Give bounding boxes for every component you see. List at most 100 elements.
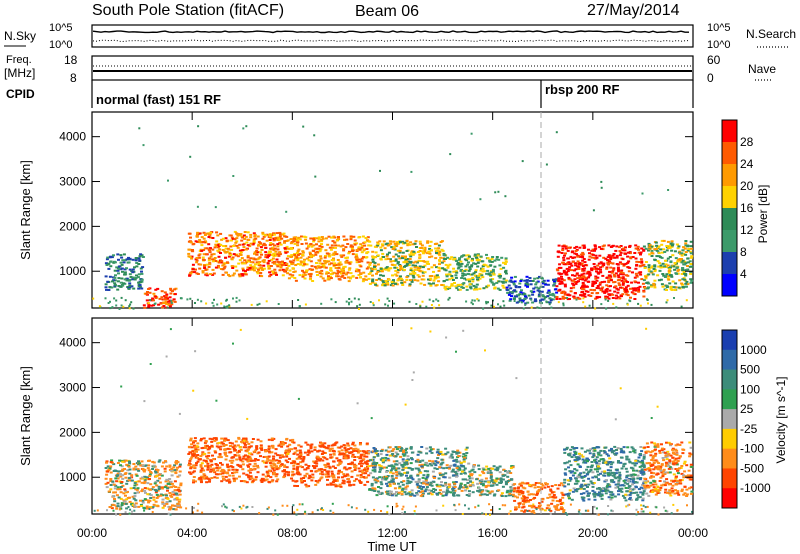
heatmap-cell <box>512 283 516 286</box>
heatmap-cell <box>640 261 644 264</box>
heatmap-cell <box>264 450 268 453</box>
heatmap-cell <box>228 444 232 447</box>
heatmap-cell <box>284 251 288 254</box>
heatmap-cell <box>258 251 262 254</box>
heatmap-cell <box>296 239 300 242</box>
heatmap-cell <box>346 271 350 274</box>
heatmap-cell <box>388 483 392 486</box>
heatmap-cell <box>509 467 513 470</box>
heatmap-cell <box>427 489 431 492</box>
heatmap-cell <box>272 466 276 469</box>
heatmap-cell <box>512 298 516 300</box>
heatmap-cell <box>435 252 438 254</box>
heatmap-cell <box>504 257 508 260</box>
heatmap-cell <box>432 462 436 465</box>
heatmap-cell <box>591 280 595 283</box>
heatmap-cell <box>471 481 475 484</box>
heatmap-cell <box>383 247 387 250</box>
heatmap-cell <box>264 246 268 249</box>
heatmap-cell <box>426 240 430 243</box>
heatmap-cell <box>195 462 198 465</box>
scatter-point <box>388 300 391 302</box>
heatmap-cell <box>161 506 165 509</box>
heatmap-cell <box>130 503 134 506</box>
heatmap-cell <box>421 459 425 462</box>
scatter-point <box>378 299 380 302</box>
heatmap-cell <box>281 261 285 264</box>
heatmap-cell <box>188 451 192 454</box>
heatmap-cell <box>281 274 285 277</box>
heatmap-cell <box>333 479 337 482</box>
heatmap-cell <box>357 269 361 272</box>
heatmap-cell <box>291 470 295 473</box>
heatmap-cell <box>374 448 377 451</box>
heatmap-cell <box>157 460 161 463</box>
heatmap-cell <box>295 256 299 259</box>
heatmap-cell <box>119 254 123 257</box>
heatmap-cell <box>675 243 679 246</box>
heatmap-cell <box>410 468 414 471</box>
heatmap-cell <box>164 298 168 301</box>
heatmap-cell <box>116 269 120 272</box>
scatter-point <box>479 198 482 201</box>
heatmap-cell <box>584 290 588 293</box>
heatmap-cell <box>280 463 284 466</box>
heatmap-cell <box>389 469 393 472</box>
heatmap-cell <box>265 460 269 463</box>
heatmap-cell <box>623 249 627 252</box>
scatter-point <box>200 300 203 303</box>
heatmap-cell <box>432 270 435 273</box>
heatmap-cell <box>509 487 513 490</box>
heatmap-cell <box>116 502 120 505</box>
heatmap-cell <box>387 481 391 484</box>
heatmap-cell <box>602 256 606 259</box>
heatmap-cell <box>306 443 310 446</box>
heatmap-cell <box>309 260 313 263</box>
heatmap-cell <box>373 450 377 453</box>
heatmap-cell <box>358 450 362 453</box>
heatmap-cell <box>104 477 108 480</box>
heatmap-cell <box>229 234 233 237</box>
heatmap-cell <box>396 249 400 252</box>
heatmap-cell <box>321 264 325 267</box>
heatmap-cell <box>403 471 407 474</box>
heatmap-cell <box>506 291 510 294</box>
heatmap-cell <box>591 248 595 251</box>
heatmap-cell <box>562 256 566 259</box>
heatmap-cell <box>326 478 329 481</box>
heatmap-cell <box>249 236 253 239</box>
heatmap-cell <box>522 498 526 501</box>
heatmap-cell <box>381 478 384 481</box>
heatmap-cell <box>245 473 249 476</box>
heatmap-cell <box>485 485 488 487</box>
heatmap-cell <box>304 238 308 241</box>
heatmap-cell <box>172 504 176 507</box>
heatmap-cell <box>158 297 162 300</box>
heatmap-cell <box>531 280 535 282</box>
heatmap-cell <box>260 447 263 450</box>
scatter-point <box>220 302 223 305</box>
heatmap-cell <box>296 263 300 265</box>
heatmap-cell <box>125 482 129 485</box>
heatmap-cell <box>409 260 413 263</box>
heatmap-cell <box>151 297 155 300</box>
heatmap-cell <box>105 461 108 464</box>
heatmap-cell <box>164 484 168 487</box>
heatmap-cell <box>437 491 441 494</box>
heatmap-cell <box>416 453 420 456</box>
heatmap-cell <box>314 465 318 468</box>
heatmap-cell <box>311 476 315 479</box>
heatmap-cell <box>469 473 473 476</box>
heatmap-cell <box>342 254 346 257</box>
scatter-point <box>471 299 474 302</box>
heatmap-cell <box>298 274 302 277</box>
heatmap-cell <box>497 258 501 261</box>
heatmap-cell <box>329 456 333 459</box>
heatmap-cell <box>595 270 598 273</box>
heatmap-cell <box>490 257 494 260</box>
heatmap-cell <box>394 259 398 262</box>
heatmap-cell <box>396 269 400 271</box>
heatmap-cell <box>124 502 128 505</box>
heatmap-cell <box>194 480 197 483</box>
heatmap-cell <box>191 250 195 253</box>
